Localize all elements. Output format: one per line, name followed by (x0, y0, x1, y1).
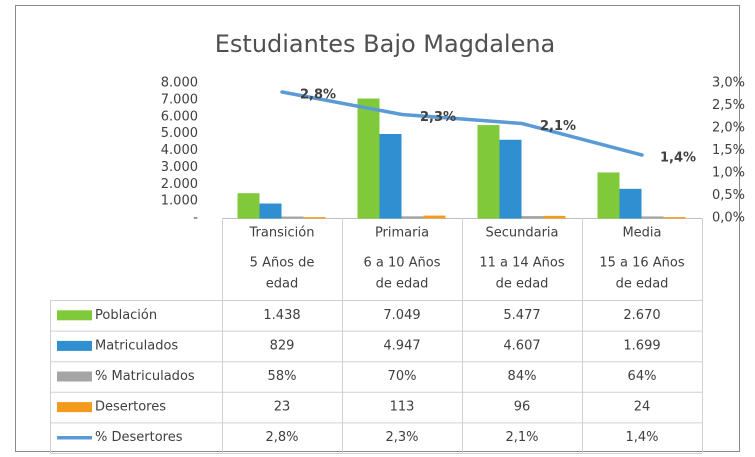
y-tick-label: 7.000 (161, 92, 198, 107)
table-cell: 1.438 (263, 308, 300, 323)
legend-label: % Matriculados (95, 369, 195, 384)
bar (499, 139, 522, 219)
y2-tick-label: 3,0% (712, 76, 745, 91)
y-tick-label: 5.000 (161, 126, 198, 141)
x-tick-sublabel: de edad (496, 277, 549, 292)
data-label: 2,1% (540, 119, 576, 134)
table-cell: 829 (270, 338, 295, 353)
y-tick-label: 8.000 (161, 76, 198, 91)
x-tick-sublabel: 15 a 16 Años (599, 256, 685, 271)
bar (619, 188, 642, 219)
bar (423, 215, 446, 219)
table-cell: 4.607 (503, 338, 540, 353)
table-cell: 96 (514, 400, 531, 415)
x-tick-label: Transición (249, 226, 315, 241)
x-tick-sublabel: 5 Años de (250, 256, 315, 271)
y-tick-label: 2.000 (161, 177, 198, 192)
legend-swatch (57, 310, 92, 321)
x-tick-sublabel: de edad (616, 277, 669, 292)
table-cell: 7.049 (383, 308, 420, 323)
y-tick-label: 4.000 (161, 143, 198, 158)
y-tick-label: - (193, 211, 198, 226)
y2-tick-label: 1,5% (712, 143, 745, 158)
table-cell: 2,1% (505, 430, 538, 445)
x-tick-sublabel: 6 a 10 Años (363, 256, 440, 271)
legend-label: Desertores (95, 400, 166, 415)
table-cell: 70% (388, 369, 417, 384)
x-tick-sublabel: 11 a 14 Años (479, 256, 565, 271)
line (280, 90, 644, 157)
bar (641, 216, 664, 219)
table-cell: 84% (508, 369, 537, 384)
table-cell: 1,4% (625, 430, 658, 445)
x-tick-label: Secundaria (485, 226, 558, 241)
bar (281, 216, 304, 219)
legend-label: Población (95, 308, 157, 323)
table-cell: 113 (390, 400, 415, 415)
chart-title: Estudiantes Bajo Magdalena (215, 30, 556, 58)
bar (237, 193, 260, 219)
table-cell: 4.947 (383, 338, 420, 353)
legend-label: % Desertores (95, 430, 183, 445)
bar (357, 98, 380, 219)
table-cell: 2,8% (265, 430, 298, 445)
data-label: 1,4% (660, 151, 696, 166)
bar (477, 125, 500, 219)
legend-swatch (57, 371, 92, 382)
x-tick-label: Primaria (375, 226, 429, 241)
chart-frame (15, 5, 740, 452)
legend-swatch (57, 340, 92, 351)
table-cell: 2,3% (385, 430, 418, 445)
bar (379, 134, 402, 219)
y2-tick-label: 0,5% (712, 188, 745, 203)
bar (259, 203, 282, 219)
y-tick-label: 6.000 (161, 109, 198, 124)
y2-tick-label: 2,0% (712, 121, 745, 136)
y2-tick-label: 1,0% (712, 166, 745, 181)
table-cell: 2.670 (623, 308, 660, 323)
x-tick-sublabel: edad (266, 277, 298, 292)
bar (521, 216, 544, 219)
legend-swatch (57, 402, 92, 413)
table-cell: 58% (268, 369, 297, 384)
x-tick-sublabel: de edad (376, 277, 429, 292)
bar (597, 172, 620, 219)
legend-label: Matriculados (95, 338, 178, 353)
table-cell: 1.699 (623, 338, 660, 353)
table-cell: 24 (634, 400, 651, 415)
data-label: 2,8% (300, 88, 336, 103)
table-cell: 5.477 (503, 308, 540, 323)
bar (401, 216, 424, 219)
y2-tick-label: 2,5% (712, 98, 745, 113)
bar (543, 215, 566, 219)
x-tick-label: Media (622, 226, 661, 241)
table-cell: 64% (628, 369, 657, 384)
y2-tick-label: 0,0% (712, 211, 745, 226)
table-cell: 23 (274, 400, 291, 415)
y-tick-label: 3.000 (161, 160, 198, 175)
data-label: 2,3% (420, 110, 456, 125)
y-tick-label: 1.000 (161, 194, 198, 209)
